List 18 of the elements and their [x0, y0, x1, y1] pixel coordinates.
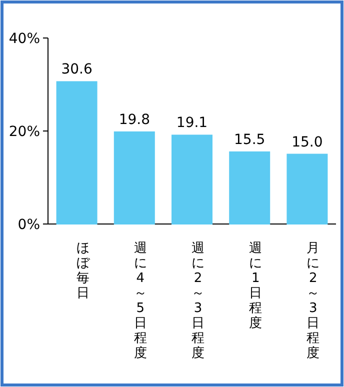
x-tick-label: ほぼ毎日 [76, 241, 90, 301]
bar [172, 134, 212, 224]
data-label: 15.0 [292, 134, 323, 150]
x-tick-label: 週に1日程度 [249, 241, 262, 331]
y-tick-label: 0% [18, 217, 40, 233]
y-tick-label: 40% [8, 31, 40, 47]
y-tick-label: 20% [8, 124, 40, 140]
data-label: 19.1 [176, 115, 208, 132]
data-label: 19.8 [118, 112, 150, 128]
x-tick-label: 月に2～3日程度 [306, 241, 320, 361]
x-tick-label: 週に2～3日程度 [192, 241, 204, 361]
data-label: 15.5 [234, 132, 266, 148]
bar [286, 154, 328, 224]
data-label: 30.6 [61, 62, 92, 78]
bar [114, 131, 155, 224]
bar [229, 151, 270, 224]
bar [56, 81, 98, 224]
x-tick-label: 週に4～5日程度 [134, 241, 147, 361]
